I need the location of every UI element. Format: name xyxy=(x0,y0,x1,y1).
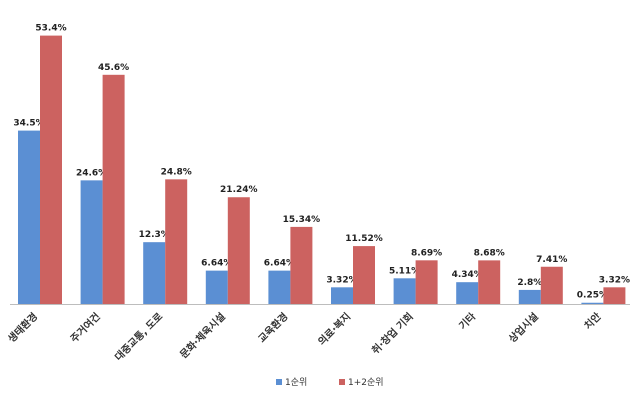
bar-rank12-4 xyxy=(290,226,313,304)
data-label: 8.68% xyxy=(474,248,505,258)
data-label: 7.41% xyxy=(536,255,567,265)
category-label: 취·창업 기회 xyxy=(369,310,416,357)
bar-rank1-9 xyxy=(581,302,604,304)
data-label: 3.32% xyxy=(599,275,630,285)
data-label: 3.32% xyxy=(326,275,357,285)
data-label: 8.69% xyxy=(411,248,442,258)
data-label: 5.11% xyxy=(389,266,420,276)
data-label: 0.25% xyxy=(577,291,608,301)
category-label: 대중교통, 도로 xyxy=(112,310,165,363)
legend-label-rank1: 1순위 xyxy=(285,377,307,388)
category-label: 의료·복지 xyxy=(315,310,353,348)
bar-rank12-3 xyxy=(227,197,250,304)
data-label: 24.8% xyxy=(161,167,192,177)
data-label: 45.6% xyxy=(98,63,129,73)
bar-rank1-8 xyxy=(518,289,541,304)
category-label: 주거여건 xyxy=(67,310,102,345)
category-label: 상업시설 xyxy=(506,310,541,345)
bar-rank1-7 xyxy=(456,282,479,304)
data-label: 53.4% xyxy=(35,24,66,34)
category-label: 치안 xyxy=(581,309,604,332)
bar-rank1-5 xyxy=(331,287,353,304)
bar-rank1-4 xyxy=(268,270,291,304)
bar-rank12-9 xyxy=(603,287,626,304)
legend-swatch-rank1 xyxy=(276,379,282,385)
data-label: 11.52% xyxy=(345,234,383,244)
data-label: 6.64% xyxy=(201,259,232,269)
bar-rank1-1 xyxy=(80,180,103,304)
bar-rank12-7 xyxy=(478,260,501,304)
bar-rank1-0 xyxy=(18,130,40,304)
bar-rank12-8 xyxy=(540,266,563,304)
bar-rank1-6 xyxy=(393,278,416,304)
bar-rank12-2 xyxy=(165,179,188,304)
data-label: 2.8% xyxy=(517,278,542,288)
bar-rank12-1 xyxy=(102,74,125,305)
data-label: 15.34% xyxy=(283,215,321,225)
category-label: 기타 xyxy=(456,309,479,332)
data-label: 6.64% xyxy=(264,259,295,269)
data-label: 4.34% xyxy=(452,270,483,280)
category-label: 교육환경 xyxy=(255,310,290,345)
bar-rank12-5 xyxy=(353,246,375,304)
bar-rank12-6 xyxy=(415,260,438,304)
legend-swatch-rank12 xyxy=(339,379,345,385)
category-label: 문화·체육시설 xyxy=(177,310,228,361)
bar-rank1-3 xyxy=(205,270,228,304)
category-label: 생태환경 xyxy=(5,310,40,345)
bar-rank1-2 xyxy=(143,242,166,304)
data-label: 12.3% xyxy=(139,230,170,240)
data-label: 21.24% xyxy=(220,185,258,195)
data-label: 24.6% xyxy=(76,168,107,178)
legend-label-rank12: 1+2순위 xyxy=(348,377,384,388)
bar-rank12-0 xyxy=(40,35,62,305)
data-label: 34.5% xyxy=(13,119,44,129)
